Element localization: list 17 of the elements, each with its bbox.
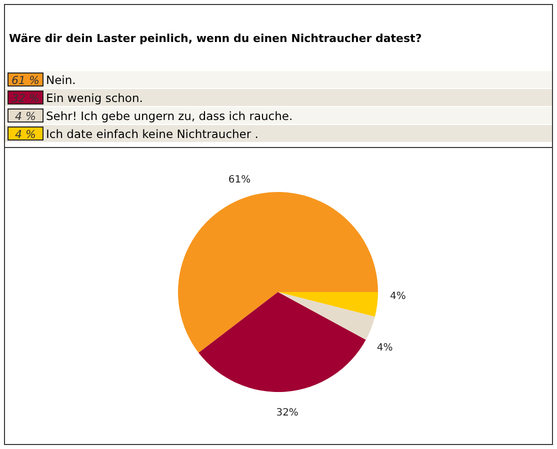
legend-label: Ich date einfach keine Nichtraucher . [46, 127, 258, 141]
text: 32 % [12, 92, 40, 105]
data-label: 32% [276, 408, 298, 419]
pie-slice [198, 292, 366, 392]
data-label: 4% [390, 290, 406, 302]
data-label: 4% [376, 342, 393, 354]
text: 4 % [15, 128, 36, 141]
chart-title: Wäre dir dein Laster peinlich, wenn du einen Nichtraucher datest? [9, 32, 422, 45]
pie-slice [278, 292, 378, 317]
legend-label: Ein wenig schon. [46, 91, 143, 105]
text: 61 % [12, 74, 40, 87]
data-label: 61% [228, 174, 251, 186]
legend-label: Sehr! Ich gebe ungern zu, dass ich rauche. [46, 109, 293, 123]
pie-slice [178, 192, 378, 353]
pie-slice [278, 292, 375, 340]
legend-label: Nein. [46, 73, 76, 87]
text: 4 % [15, 110, 36, 123]
